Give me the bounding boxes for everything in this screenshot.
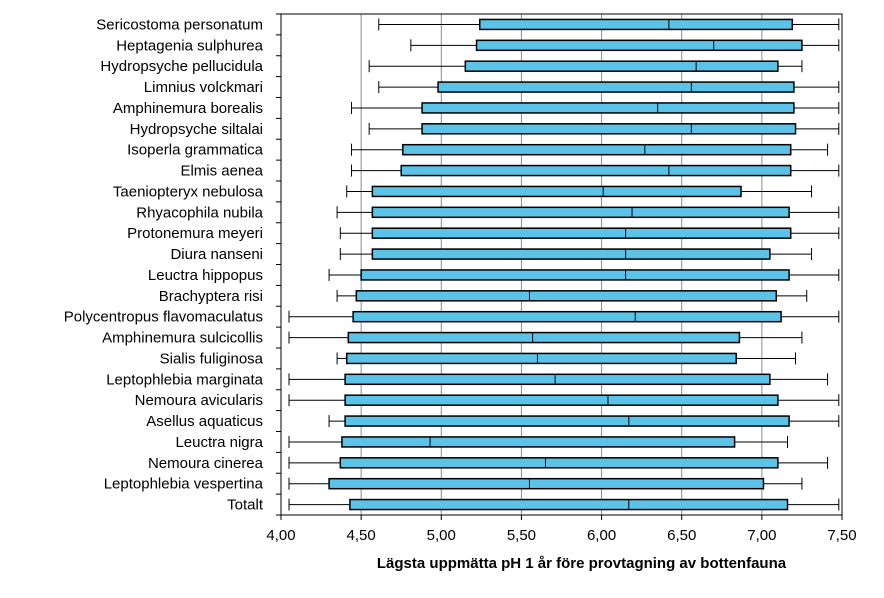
x-tick-label: 5,00 (427, 527, 456, 544)
iqr-box (421, 102, 795, 114)
box-leuctra-nigra (288, 435, 789, 448)
box-polycentropus-flavomaculatus (288, 310, 840, 323)
iqr-box (371, 227, 792, 239)
y-tick-label: Diura nanseni (170, 246, 263, 263)
x-tick-label: 5,50 (507, 527, 536, 544)
y-tick-label: Taeniopteryx nebulosa (113, 183, 264, 200)
box-isoperla-grammatica (351, 143, 829, 156)
x-tick-label: 7,00 (747, 527, 776, 544)
box-rhyacophila-nubila (336, 206, 840, 219)
y-tick-label: Amphinemura borealis (113, 100, 263, 117)
y-tick-label: Asellus aquaticus (146, 413, 263, 430)
iqr-box (355, 290, 778, 302)
box-hydropsyche-siltalai (368, 122, 840, 135)
iqr-box (345, 352, 737, 365)
box-brachyptera-risi (336, 289, 808, 302)
iqr-box (400, 164, 792, 177)
y-tick-label: Nemoura avicularis (135, 392, 263, 409)
iqr-box (339, 457, 779, 469)
y-tick-label: Hydropsyche siltalai (130, 121, 263, 138)
y-tick-label: Amphinemura sulcicollis (102, 330, 263, 347)
box-hydropsyche-pellucidula (368, 60, 803, 73)
y-tick-labels: Sericostoma personatum Heptagenia sulphur… (64, 13, 281, 516)
iqr-box (371, 185, 742, 198)
y-tick-label: Protonemura meyeri (127, 225, 263, 242)
y-tick-label: Limnius volckmari (144, 79, 263, 96)
y-tick-label: Hydropsyche pellucidula (100, 58, 263, 75)
iqr-box (347, 331, 741, 344)
iqr-box (352, 310, 782, 323)
y-tick-label: Brachyptera risi (159, 288, 263, 305)
box-taeniopteryx-nebulosa (346, 185, 813, 198)
y-tick-label: Heptagenia sulphurea (116, 37, 263, 54)
x-tick-label: 4,50 (347, 527, 376, 544)
y-tick-label: Leuctra nigra (175, 434, 263, 451)
iqr-box (349, 498, 789, 511)
y-tick-label: Leptophlebia vespertina (104, 476, 264, 493)
y-tick-label: Leptophlebia marginata (106, 371, 263, 388)
y-tick-label: Totalt (227, 497, 264, 514)
x-tick-label: 7,50 (827, 527, 856, 544)
box-heptagenia-sulphurea (410, 39, 840, 52)
iqr-box (437, 81, 795, 93)
y-tick-label: Rhyacophila nubila (136, 204, 263, 221)
box-leptophlebia-vespertina (288, 477, 803, 490)
x-tick-label: 4,00 (266, 527, 295, 544)
gridlines (360, 14, 763, 515)
x-tick-labels: 4,00 4,50 5,00 5,50 6,00 6,50 7,00 7,50 (266, 515, 857, 544)
box-amphinemura-borealis (351, 101, 840, 114)
iqr-box (475, 39, 803, 52)
box-limnius-volckmari (378, 81, 840, 94)
y-tick-label: Sialis fuliginosa (160, 350, 264, 367)
y-tick-label: Leuctra hippopus (148, 267, 263, 284)
box-totalt (288, 498, 840, 511)
iqr-box (341, 436, 736, 448)
x-axis-label: Lägsta uppmätta pH 1 år före provtagning… (377, 555, 787, 572)
box-leuctra-hippopus (328, 268, 840, 281)
iqr-box (402, 143, 792, 156)
box-leptophlebia-marginata (288, 373, 829, 386)
iqr-box (371, 248, 771, 260)
x-tick-label: 6,00 (587, 527, 616, 544)
box-sericostoma-personatum (378, 18, 840, 31)
y-tick-label: Nemoura cinerea (148, 455, 264, 472)
iqr-box (344, 394, 779, 406)
box-nemoura-avicularis (288, 394, 840, 407)
iqr-box (371, 206, 790, 219)
box-nemoura-cinerea (288, 456, 829, 469)
iqr-box (421, 123, 797, 135)
iqr-box (344, 415, 790, 427)
box-elmis-aenea (351, 164, 840, 177)
iqr-box (344, 373, 771, 386)
box-protonemura-meyeri (339, 227, 840, 240)
box-asellus-aquaticus (328, 415, 840, 428)
y-tick-label: Isoperla grammatica (127, 142, 264, 159)
box-diura-nanseni (339, 248, 813, 261)
iqr-box (464, 60, 779, 72)
y-tick-label: Sericostoma personatum (96, 16, 263, 33)
iqr-box (328, 477, 765, 490)
y-tick-label: Polycentropus flavomaculatus (64, 309, 263, 326)
y-tick-label: Elmis aenea (180, 163, 263, 180)
boxes (288, 18, 840, 511)
iqr-box (360, 269, 790, 281)
box-amphinemura-sulcicollis (288, 331, 803, 344)
iqr-box (479, 18, 794, 31)
box-sialis-fuliginosa (336, 352, 797, 365)
x-tick-label: 6,50 (667, 527, 696, 544)
